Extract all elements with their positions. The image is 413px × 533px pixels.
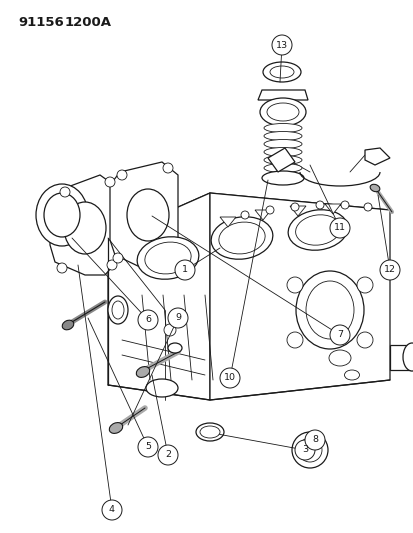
Polygon shape: [108, 193, 389, 258]
Ellipse shape: [36, 184, 88, 246]
Ellipse shape: [44, 193, 80, 237]
Ellipse shape: [127, 189, 169, 241]
Circle shape: [356, 277, 372, 293]
Circle shape: [290, 203, 298, 211]
Text: 5: 5: [145, 442, 151, 451]
Ellipse shape: [305, 281, 353, 339]
Ellipse shape: [109, 423, 122, 433]
Ellipse shape: [261, 171, 303, 185]
Circle shape: [107, 260, 117, 270]
Circle shape: [138, 437, 158, 457]
Polygon shape: [219, 217, 235, 227]
Polygon shape: [267, 148, 294, 172]
Ellipse shape: [328, 350, 350, 366]
Text: 1200A: 1200A: [65, 16, 112, 29]
Text: 1: 1: [182, 265, 188, 274]
Circle shape: [165, 255, 175, 265]
Polygon shape: [254, 210, 271, 220]
Ellipse shape: [266, 103, 298, 121]
Circle shape: [329, 325, 349, 345]
Text: 2: 2: [165, 450, 171, 459]
Ellipse shape: [146, 379, 178, 397]
Circle shape: [379, 260, 399, 280]
Polygon shape: [50, 175, 118, 275]
Polygon shape: [389, 345, 413, 370]
Text: 13: 13: [275, 41, 287, 50]
Polygon shape: [209, 193, 389, 400]
Circle shape: [240, 211, 248, 219]
Ellipse shape: [262, 62, 300, 82]
Circle shape: [158, 445, 178, 465]
Polygon shape: [364, 148, 389, 165]
Text: 7: 7: [336, 330, 342, 340]
Circle shape: [117, 170, 127, 180]
Polygon shape: [324, 204, 340, 214]
Circle shape: [113, 253, 123, 263]
Circle shape: [219, 368, 240, 388]
Ellipse shape: [263, 156, 301, 165]
Circle shape: [291, 432, 327, 468]
Text: 9: 9: [175, 313, 180, 322]
Ellipse shape: [263, 132, 301, 141]
Ellipse shape: [263, 140, 301, 149]
Text: 11: 11: [333, 223, 345, 232]
Text: 4: 4: [109, 505, 115, 514]
Circle shape: [138, 310, 158, 330]
Text: 6: 6: [145, 316, 151, 325]
Circle shape: [266, 206, 273, 214]
Ellipse shape: [295, 215, 339, 245]
Ellipse shape: [195, 423, 223, 441]
Ellipse shape: [369, 184, 379, 192]
Ellipse shape: [263, 164, 301, 173]
Circle shape: [286, 277, 302, 293]
Ellipse shape: [263, 124, 301, 133]
Ellipse shape: [263, 148, 301, 157]
Polygon shape: [108, 193, 209, 400]
Ellipse shape: [108, 296, 128, 324]
Text: 10: 10: [223, 374, 235, 383]
Polygon shape: [257, 90, 307, 100]
Circle shape: [60, 187, 70, 197]
Ellipse shape: [137, 237, 198, 279]
Ellipse shape: [402, 343, 413, 371]
Ellipse shape: [269, 66, 293, 78]
Circle shape: [168, 308, 188, 328]
Ellipse shape: [62, 320, 74, 330]
Ellipse shape: [344, 370, 358, 380]
Circle shape: [175, 260, 195, 280]
Circle shape: [294, 440, 314, 460]
Ellipse shape: [259, 98, 305, 126]
Polygon shape: [110, 162, 178, 268]
Circle shape: [57, 263, 67, 273]
Ellipse shape: [136, 367, 150, 377]
Ellipse shape: [287, 210, 347, 250]
Ellipse shape: [295, 271, 363, 349]
Ellipse shape: [211, 217, 272, 259]
Polygon shape: [289, 206, 305, 216]
Ellipse shape: [168, 343, 182, 353]
Ellipse shape: [199, 426, 219, 438]
Circle shape: [304, 430, 324, 450]
Circle shape: [286, 332, 302, 348]
Ellipse shape: [64, 202, 106, 254]
Circle shape: [329, 218, 349, 238]
Ellipse shape: [112, 301, 124, 319]
Circle shape: [340, 201, 348, 209]
Circle shape: [102, 500, 122, 520]
Text: 12: 12: [383, 265, 395, 274]
Circle shape: [271, 35, 291, 55]
Circle shape: [297, 438, 321, 462]
Circle shape: [356, 332, 372, 348]
Ellipse shape: [145, 242, 191, 274]
Circle shape: [164, 324, 176, 336]
Text: 8: 8: [311, 435, 317, 445]
Ellipse shape: [218, 222, 264, 254]
Text: 3: 3: [301, 446, 307, 455]
Circle shape: [363, 203, 371, 211]
Text: 91156: 91156: [18, 16, 64, 29]
Circle shape: [315, 201, 323, 209]
Circle shape: [163, 163, 173, 173]
Circle shape: [105, 177, 115, 187]
